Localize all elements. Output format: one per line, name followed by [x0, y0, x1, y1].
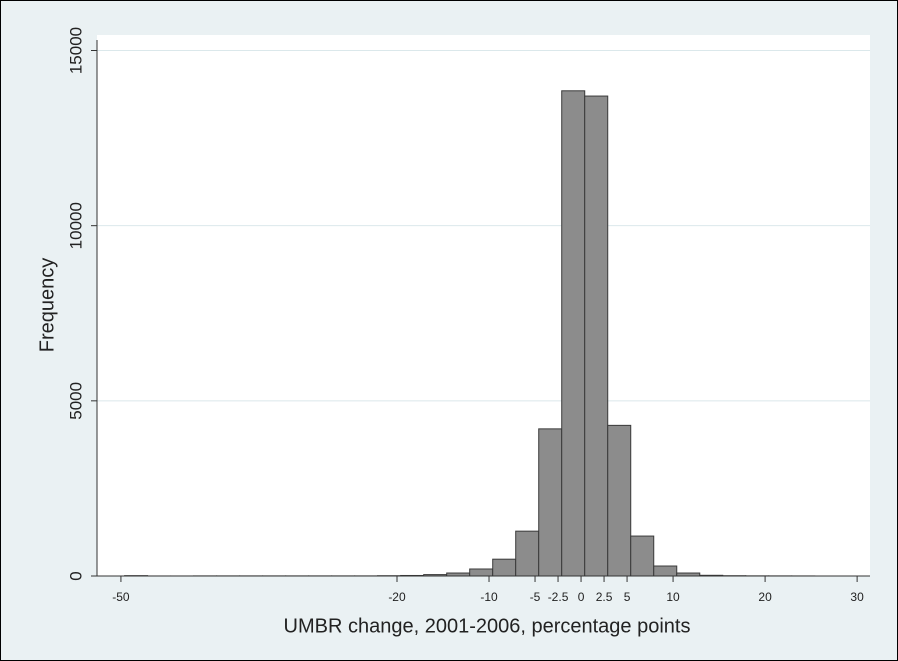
- x-tick-label: -5: [530, 590, 541, 604]
- x-tick-label: -10: [480, 590, 498, 604]
- y-tick-label: 5000: [66, 382, 85, 420]
- bar: [469, 568, 494, 577]
- x-tick-label: -20: [388, 590, 406, 604]
- bar: [515, 530, 540, 577]
- x-tick-label: 2.5: [596, 590, 613, 604]
- x-tick-label: 30: [850, 590, 864, 604]
- plot-region: [97, 35, 870, 576]
- bar: [630, 535, 655, 577]
- bar: [538, 428, 563, 577]
- x-tick-label: -50: [112, 590, 130, 604]
- y-axis-label: Frequency: [36, 258, 58, 353]
- x-tick-label: -2.5: [548, 590, 569, 604]
- bar: [584, 95, 609, 577]
- y-tick-label: 0: [66, 571, 85, 580]
- bar: [653, 565, 678, 577]
- bar: [492, 558, 517, 577]
- x-tick-label: 20: [758, 590, 772, 604]
- x-tick-label: 10: [666, 590, 680, 604]
- x-tick-label: 5: [624, 590, 631, 604]
- y-tick-label: 15000: [66, 27, 85, 74]
- bar: [561, 90, 586, 577]
- y-tick-label: 10000: [66, 202, 85, 249]
- x-axis-label: UMBR change, 2001-2006, percentage point…: [284, 615, 691, 637]
- bar: [607, 424, 632, 577]
- x-tick-label: 0: [578, 590, 585, 604]
